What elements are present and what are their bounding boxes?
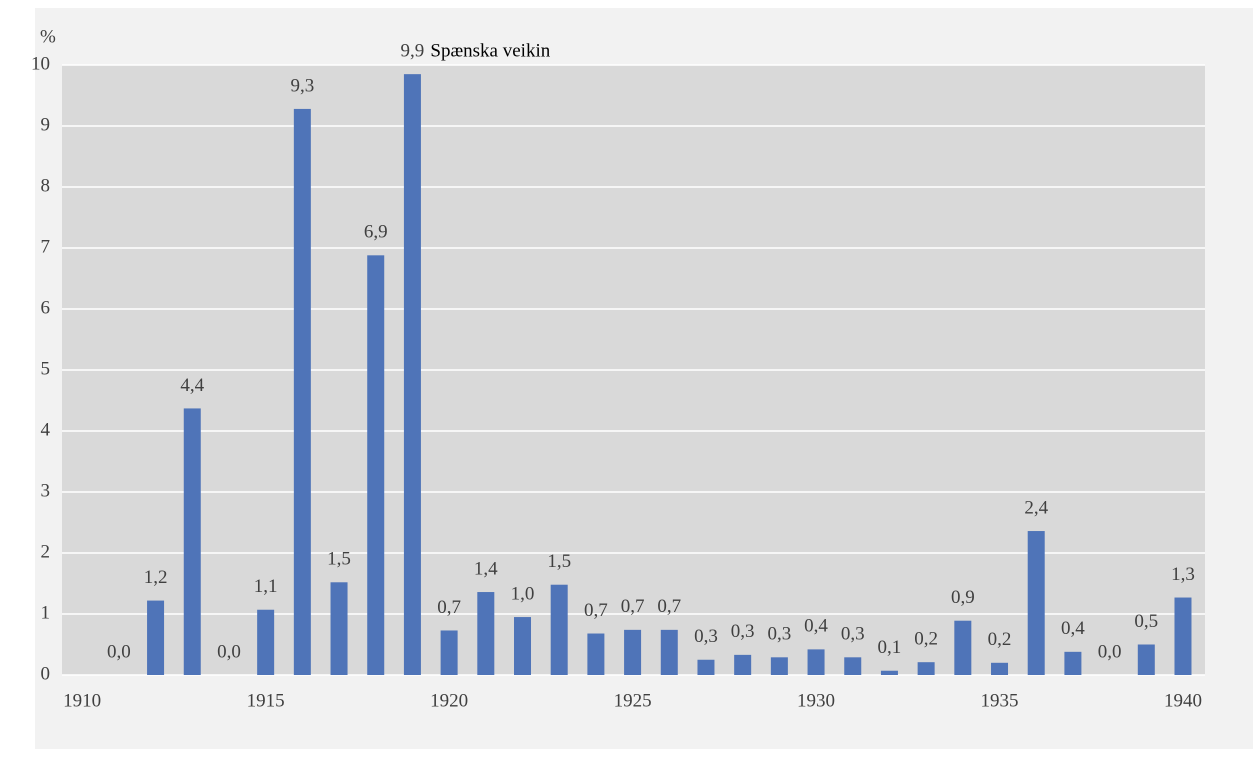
bar bbox=[403, 74, 421, 675]
data-label: 1,5 bbox=[327, 549, 351, 570]
y-tick-label: 5 bbox=[41, 358, 51, 379]
y-tick-label: 3 bbox=[41, 480, 51, 501]
bar bbox=[660, 629, 678, 675]
x-tick-label: 1940 bbox=[1164, 690, 1202, 711]
bar bbox=[734, 654, 752, 675]
data-label: 0,3 bbox=[841, 624, 865, 645]
data-label: 0,0 bbox=[1098, 641, 1122, 662]
bar bbox=[770, 657, 788, 675]
annotation: Spænska veikin bbox=[430, 41, 550, 62]
data-label: 0,4 bbox=[804, 616, 828, 637]
bar bbox=[183, 408, 201, 675]
data-label: 0,3 bbox=[694, 626, 718, 647]
y-tick-label: 9 bbox=[41, 114, 51, 135]
y-tick-label: 8 bbox=[41, 175, 51, 196]
bar bbox=[1064, 651, 1082, 675]
data-label: 0,2 bbox=[988, 629, 1012, 650]
data-label: 0,9 bbox=[951, 587, 975, 608]
data-label: 4,4 bbox=[180, 375, 204, 396]
bar bbox=[807, 649, 825, 675]
data-label: 0,5 bbox=[1134, 611, 1158, 632]
y-tick-label: 0 bbox=[41, 663, 51, 684]
bar bbox=[1027, 531, 1045, 675]
bar bbox=[440, 630, 458, 675]
bar bbox=[367, 255, 385, 675]
x-tick-label: 1925 bbox=[614, 690, 652, 711]
bar bbox=[147, 600, 165, 675]
data-label: 1,2 bbox=[144, 567, 168, 588]
x-tick-label: 1915 bbox=[247, 690, 285, 711]
data-label: 9,9 bbox=[401, 41, 425, 62]
y-tick-label: 1 bbox=[41, 602, 51, 623]
data-label: 0,7 bbox=[657, 596, 681, 617]
bar bbox=[1137, 644, 1155, 675]
bar bbox=[587, 633, 605, 675]
data-label: 2,4 bbox=[1024, 497, 1048, 518]
bar bbox=[477, 592, 495, 675]
bar bbox=[550, 584, 568, 675]
y-tick-label: 4 bbox=[41, 419, 51, 440]
y-tick-label: 2 bbox=[41, 541, 51, 562]
data-label: 0,2 bbox=[914, 629, 938, 650]
bar bbox=[257, 609, 275, 675]
bar bbox=[293, 108, 311, 676]
data-label: 1,1 bbox=[254, 576, 278, 597]
bar bbox=[330, 582, 348, 675]
x-tick-label: 1930 bbox=[797, 690, 835, 711]
bar bbox=[954, 620, 972, 675]
x-tick-label: 1920 bbox=[430, 690, 468, 711]
y-tick-label: 6 bbox=[41, 297, 51, 318]
data-label: 0,0 bbox=[107, 641, 131, 662]
bar bbox=[624, 629, 642, 675]
bar bbox=[514, 617, 532, 675]
y-tick-label: 7 bbox=[41, 236, 51, 257]
data-label: 0,3 bbox=[731, 621, 755, 642]
bar bbox=[917, 662, 935, 675]
x-tick-label: 1935 bbox=[981, 690, 1019, 711]
data-label: 0,1 bbox=[878, 637, 902, 658]
bar bbox=[1174, 597, 1192, 675]
data-label: 6,9 bbox=[364, 222, 388, 243]
data-label: 1,5 bbox=[547, 551, 571, 572]
y-tick-label: 10 bbox=[31, 53, 50, 74]
data-label: 1,3 bbox=[1171, 564, 1195, 585]
data-label: 0,3 bbox=[767, 624, 791, 645]
data-label: 9,3 bbox=[290, 75, 314, 96]
data-label: 1,4 bbox=[474, 558, 498, 579]
data-label: 0,7 bbox=[437, 597, 461, 618]
data-label: 0,7 bbox=[584, 600, 608, 621]
bar bbox=[991, 662, 1009, 675]
data-label: 0,4 bbox=[1061, 618, 1085, 639]
data-label: 1,0 bbox=[511, 583, 535, 604]
bar bbox=[844, 657, 862, 675]
data-label: 0,7 bbox=[621, 596, 645, 617]
bar bbox=[697, 659, 715, 675]
x-tick-label: 1910 bbox=[63, 690, 101, 711]
y-axis-label: % bbox=[40, 26, 56, 47]
bar bbox=[880, 670, 898, 675]
data-label: 0,0 bbox=[217, 641, 241, 662]
